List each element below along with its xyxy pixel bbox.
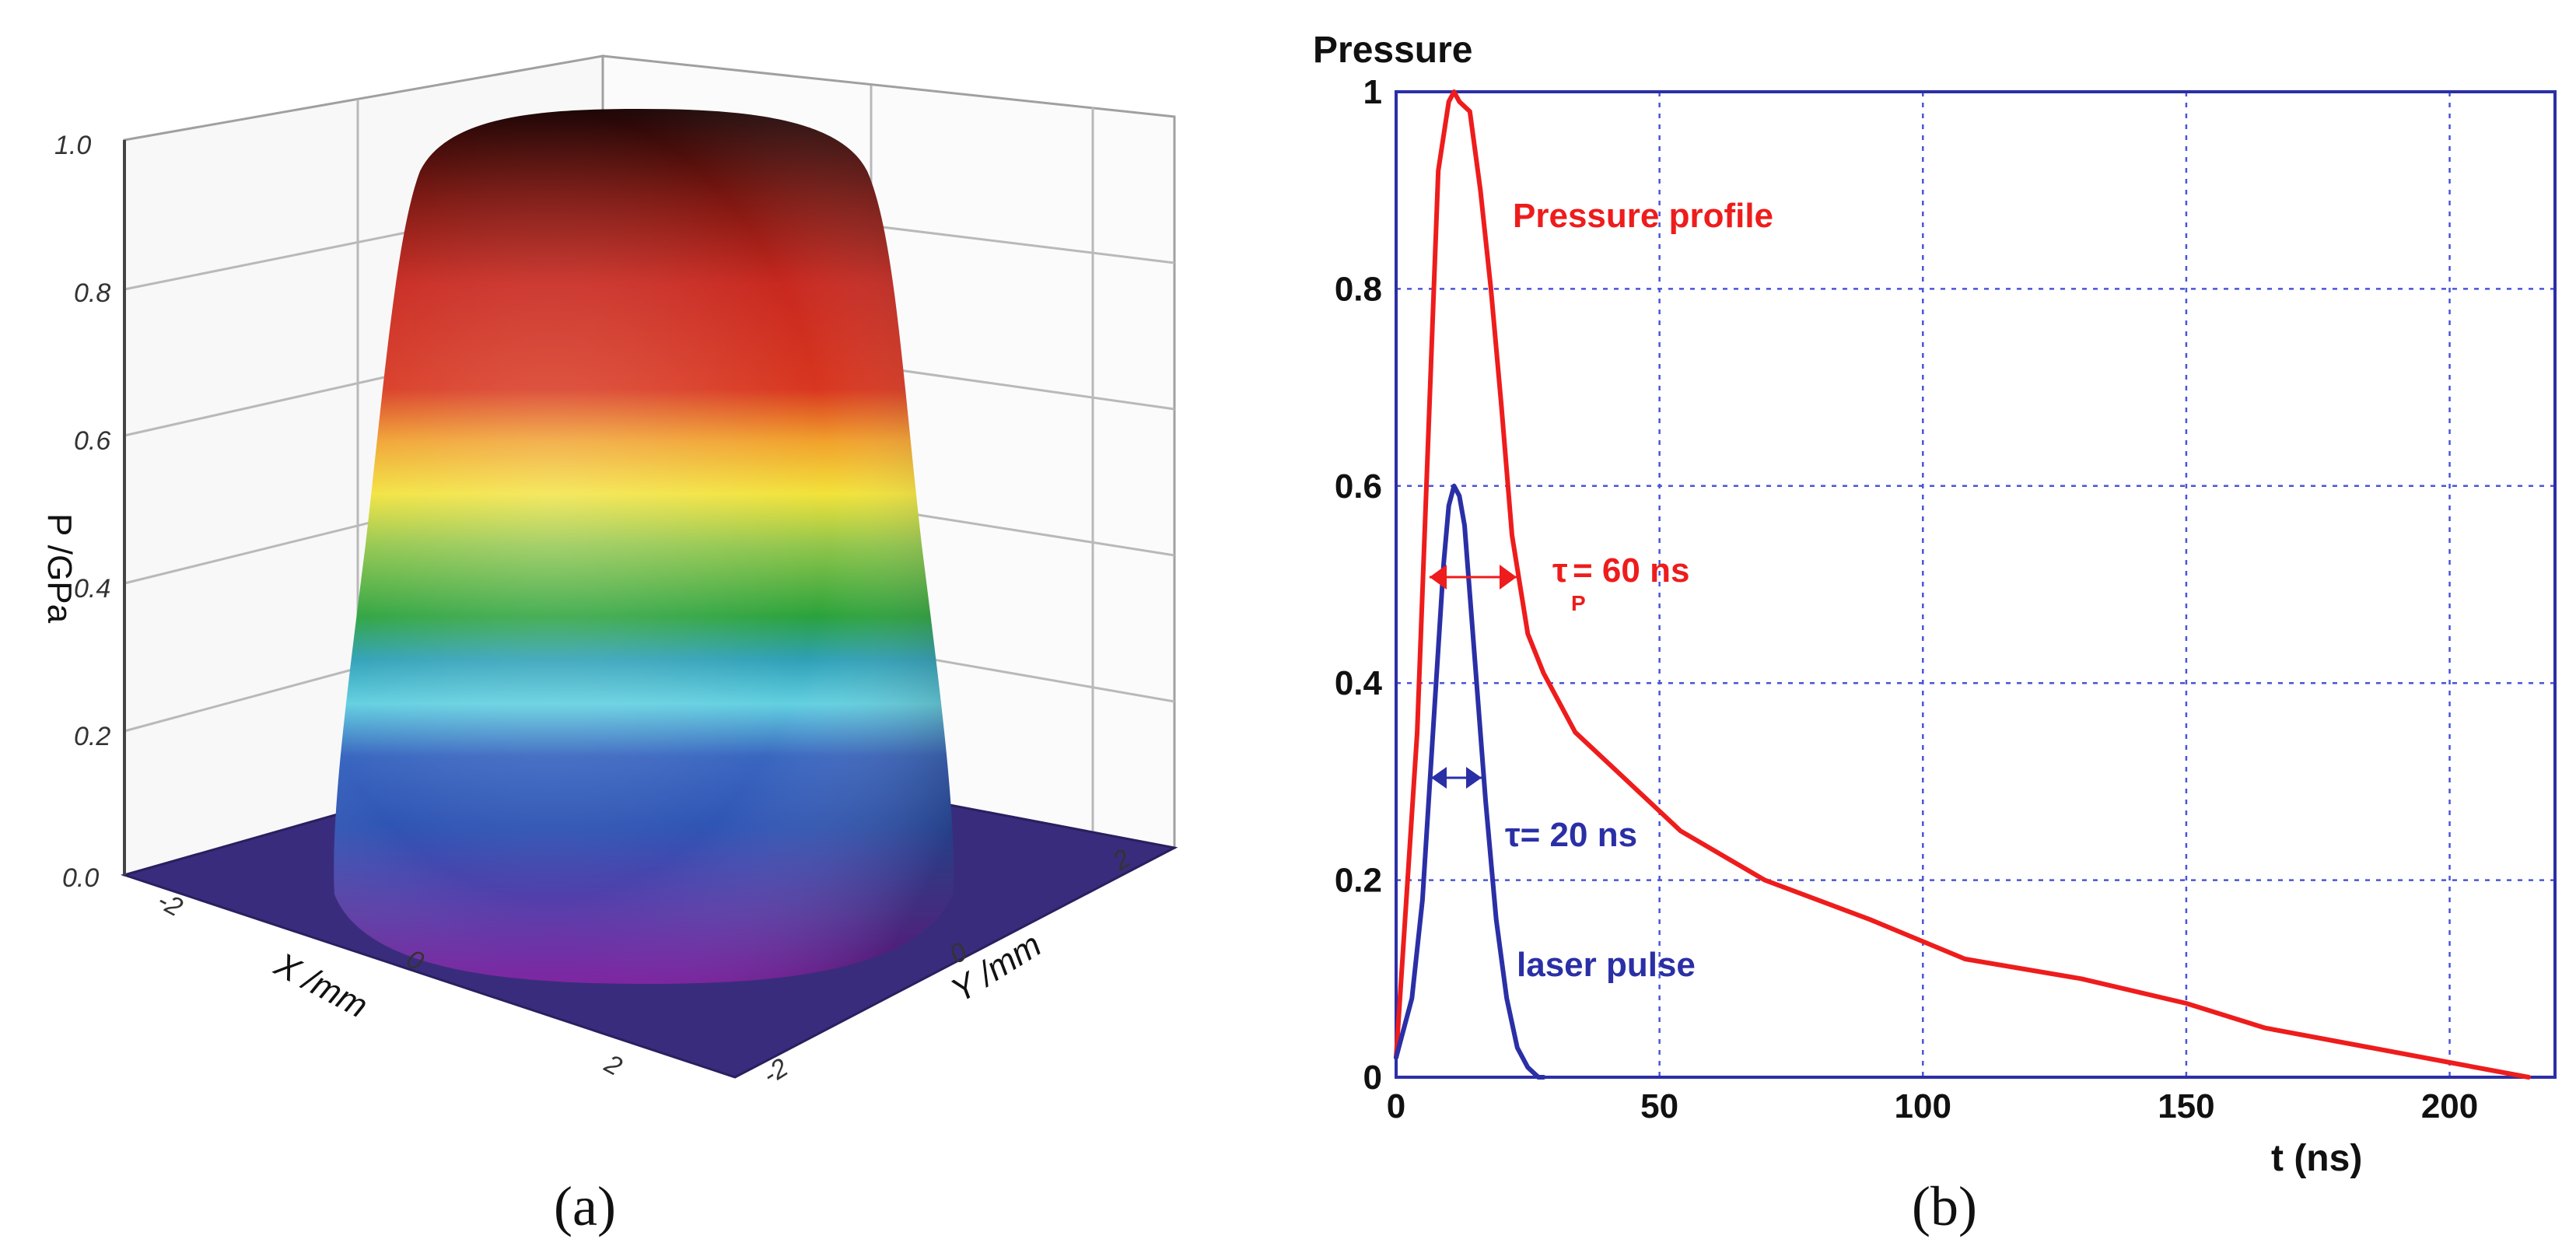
y-tick-label: 0.4 <box>1335 664 1383 702</box>
y-tick-label: 0.8 <box>1335 270 1382 308</box>
panel-b-grid <box>1396 92 2555 1077</box>
y-tick-label: 0.6 <box>1335 467 1382 506</box>
y-tick-label: 0 <box>1363 1059 1382 1097</box>
z-tick: 0.8 <box>74 278 110 308</box>
panel-b-series <box>1394 89 2532 1080</box>
tau-p-symbol: τ <box>1552 551 1568 590</box>
arrow-left-icon <box>1430 565 1447 590</box>
x-tick-label: 150 <box>2158 1087 2214 1125</box>
tau-laser-label: τ= 20 ns <box>1505 816 1637 854</box>
panel-b-y-ticks: 0 0.2 0.4 0.6 0.8 1 <box>1335 73 1383 1097</box>
z-tick: 0.2 <box>74 722 110 751</box>
tau-p-value: = 60 ns <box>1573 551 1689 590</box>
z-tick: 0.4 <box>74 574 110 604</box>
x-tick-label: 50 <box>1640 1087 1678 1125</box>
arrow-left-icon <box>1431 767 1447 789</box>
caption-b: (b) <box>1912 1175 1977 1237</box>
panel-a-z-ticks: 0.0 0.2 0.4 0.6 0.8 1.0 <box>54 131 110 893</box>
pressure-profile-label: Pressure profile <box>1513 197 1773 235</box>
tau-p-subscript: P <box>1571 591 1586 615</box>
panel-a-z-label: P /GPa <box>40 513 79 624</box>
z-tick: 0.6 <box>74 426 110 456</box>
laser-pulse-label: laser pulse <box>1517 946 1696 984</box>
arrow-right-icon <box>1466 767 1482 789</box>
x-tick-label: 100 <box>1895 1087 1951 1125</box>
tau-p-annotation: τ P = 60 ns <box>1430 551 1689 615</box>
panel-a-surface-plot: 0.0 0.2 0.4 0.6 0.8 1.0 P /GPa X /mm -2 … <box>40 54 1178 1237</box>
tau-laser-annotation: τ= 20 ns <box>1431 767 1637 854</box>
panel-b-y-label: Pressure <box>1313 30 1472 71</box>
panel-b-x-label: t (ns) <box>2271 1138 2362 1179</box>
z-tick: 1.0 <box>54 131 91 160</box>
panel-a-x-label: X /mm <box>268 945 373 1025</box>
x-tick: 2 <box>599 1048 626 1082</box>
z-tick: 0.0 <box>62 863 99 893</box>
x-tick-label: 200 <box>2421 1087 2478 1125</box>
series-line-pressure-profile <box>1394 89 2532 1080</box>
x-tick-label: 0 <box>1387 1087 1405 1125</box>
series-line-laser-pulse <box>1394 483 1546 1080</box>
panel-b-frame <box>1395 90 2557 1079</box>
y-tick-label: 0.2 <box>1335 862 1382 900</box>
y-tick-label: 1 <box>1363 73 1382 111</box>
panel-b-line-chart: 0 0.2 0.4 0.6 0.8 1 0 50 100 150 200 Pressure t (… <box>1313 30 2557 1237</box>
panel-a-surface <box>334 109 954 984</box>
caption-a: (a) <box>554 1175 616 1237</box>
panel-b-x-ticks: 0 50 100 150 200 <box>1387 1087 2478 1125</box>
arrow-right-icon <box>1500 565 1517 590</box>
